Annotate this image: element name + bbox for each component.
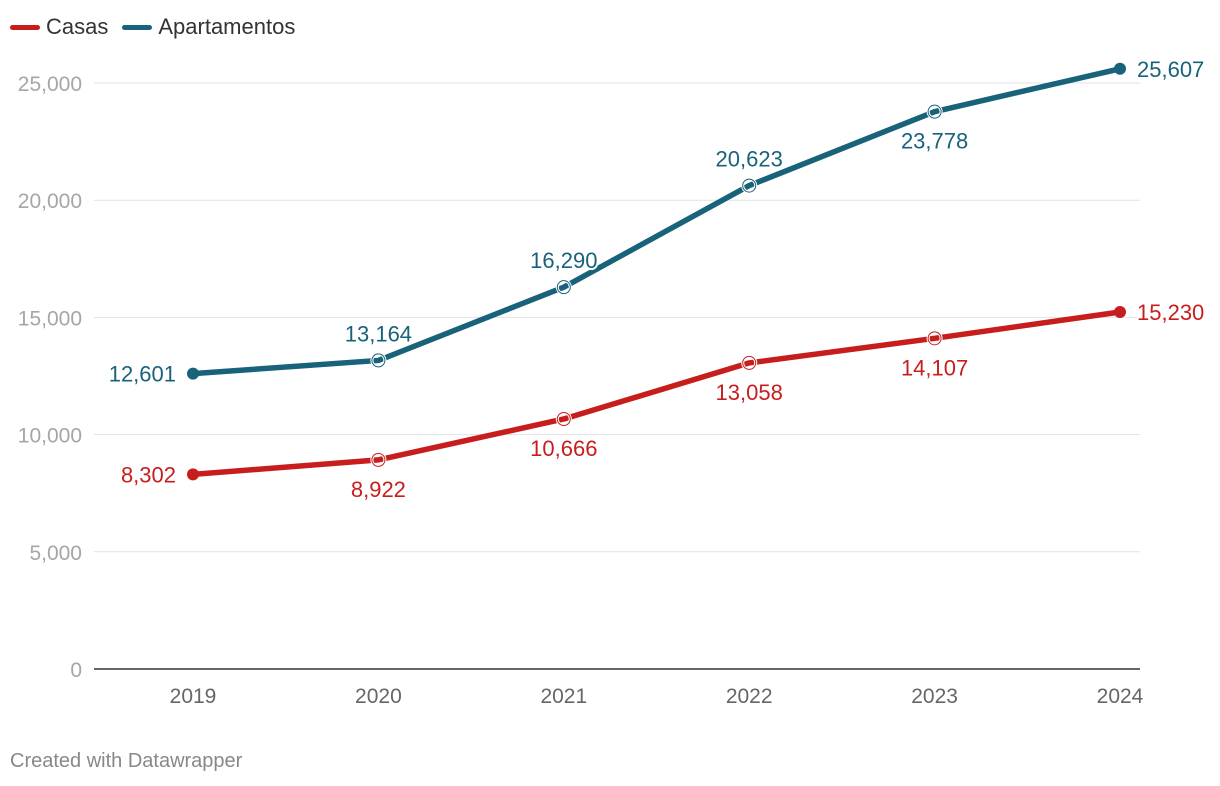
data-point-apartamentos bbox=[927, 104, 942, 119]
data-point-apartamentos bbox=[187, 367, 199, 380]
legend-swatch-casas bbox=[10, 24, 40, 30]
credit-text: Created with Datawrapper bbox=[10, 750, 243, 772]
x-tick-label: 2020 bbox=[355, 685, 402, 708]
data-point-casas bbox=[1114, 306, 1126, 319]
data-label-casas: 14,107 bbox=[901, 355, 968, 380]
data-point-casas bbox=[927, 331, 942, 346]
x-tick-label: 2019 bbox=[170, 685, 217, 708]
legend-item-casas[interactable]: Casas bbox=[10, 14, 108, 40]
legend-label-casas: Casas bbox=[46, 14, 109, 39]
y-tick-label: 15,000 bbox=[18, 307, 82, 330]
x-tick-label: 2021 bbox=[540, 685, 587, 708]
data-point-apartamentos bbox=[556, 280, 571, 295]
data-point-casas bbox=[371, 452, 386, 467]
data-point-apartamentos bbox=[1114, 62, 1126, 75]
data-point-apartamentos bbox=[371, 353, 386, 368]
data-label-apartamentos: 16,290 bbox=[530, 248, 597, 273]
x-tick-label: 2024 bbox=[1097, 685, 1144, 708]
legend: Casas Apartamentos bbox=[10, 14, 309, 40]
data-point-casas bbox=[742, 355, 757, 370]
series-line-casas bbox=[190, 309, 1123, 478]
data-label-apartamentos: 12,601 bbox=[109, 362, 176, 387]
data-point-casas bbox=[556, 411, 571, 426]
data-label-casas: 8,922 bbox=[351, 477, 406, 502]
data-label-apartamentos: 13,164 bbox=[345, 321, 412, 346]
data-label-casas: 15,230 bbox=[1137, 300, 1204, 325]
x-tick-label: 2022 bbox=[726, 685, 773, 708]
data-label-casas: 8,302 bbox=[121, 462, 176, 487]
legend-item-apartamentos[interactable]: Apartamentos bbox=[122, 14, 295, 40]
legend-swatch-apartamentos bbox=[122, 24, 153, 30]
y-tick-label: 20,000 bbox=[18, 190, 82, 213]
data-label-apartamentos: 23,778 bbox=[901, 129, 968, 154]
data-label-apartamentos: 25,607 bbox=[1137, 57, 1204, 82]
data-label-apartamentos: 20,623 bbox=[716, 147, 783, 172]
data-label-casas: 10,666 bbox=[530, 436, 597, 461]
series-line-apartamentos bbox=[190, 66, 1123, 377]
data-point-apartamentos bbox=[742, 178, 757, 193]
y-tick-label: 25,000 bbox=[18, 73, 82, 96]
data-label-casas: 13,058 bbox=[716, 380, 783, 405]
y-tick-label: 5,000 bbox=[29, 542, 82, 565]
y-tick-label: 10,000 bbox=[18, 425, 82, 448]
legend-label-apartamentos: Apartamentos bbox=[158, 14, 296, 39]
x-tick-label: 2023 bbox=[911, 685, 958, 708]
data-point-casas bbox=[187, 468, 199, 481]
y-tick-label: 0 bbox=[70, 659, 82, 682]
